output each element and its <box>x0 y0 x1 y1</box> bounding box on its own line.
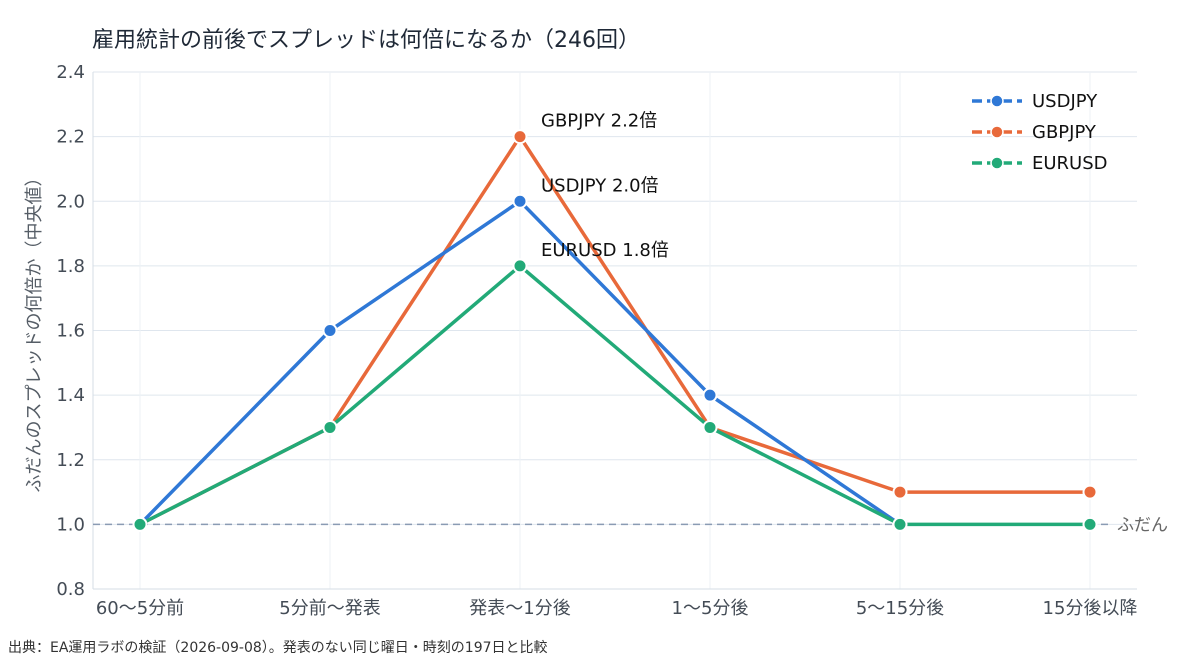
data-point-usdjpy <box>702 387 718 403</box>
data-point-eurusd <box>322 419 338 435</box>
chart-source-note: 出典：EA運用ラボの検証（2026-09-08）。発表のない同じ曜日・時刻の19… <box>8 640 548 656</box>
series-line-eurusd <box>138 264 1092 527</box>
x-tick-label: 5分前〜発表 <box>279 598 380 619</box>
data-point-eurusd <box>132 516 148 532</box>
y-tick-label: 1.4 <box>56 385 85 406</box>
legend-marker-eurusd <box>990 156 1004 170</box>
data-point-usdjpy <box>512 193 528 209</box>
data-point-usdjpy <box>322 323 338 338</box>
baseline-label: ふだん <box>1117 515 1168 535</box>
y-axis-title: ふだんのスプレッドの何倍か（中央値） <box>24 169 45 493</box>
data-point-eurusd <box>892 516 908 532</box>
y-tick-label: 1.8 <box>56 256 85 277</box>
annotation-label: USDJPY 2.0倍 <box>541 175 659 196</box>
data-point-eurusd <box>1082 516 1098 532</box>
y-tick-label: 1.0 <box>56 514 85 535</box>
y-tick-label: 1.2 <box>56 450 85 471</box>
x-tick-label: 1〜5分後 <box>672 598 749 619</box>
data-point-gbpjpy <box>1082 484 1098 500</box>
annotation-label: GBPJPY 2.2倍 <box>541 111 657 132</box>
y-tick-label: 2.2 <box>56 127 85 148</box>
annotation-label: EURUSD 1.8倍 <box>541 240 669 261</box>
data-point-eurusd <box>702 419 718 435</box>
x-tick-label: 発表〜1分後 <box>469 598 570 619</box>
y-tick-label: 0.8 <box>56 579 85 600</box>
x-tick-label: 5〜15分後 <box>856 598 944 619</box>
chart-title: 雇用統計の前後でスプレッドは何倍になるか（246回） <box>92 28 640 53</box>
y-tick-label: 2.4 <box>56 62 85 83</box>
legend-label-usdjpy: USDJPY <box>1032 91 1098 112</box>
data-point-gbpjpy <box>892 484 908 500</box>
legend-marker-usdjpy <box>990 94 1004 108</box>
data-point-eurusd <box>512 258 528 274</box>
x-tick-label: 60〜5分前 <box>96 598 184 619</box>
legend-label-eurusd: EURUSD <box>1032 153 1108 174</box>
y-tick-label: 1.6 <box>56 321 85 342</box>
legend-marker-gbpjpy <box>990 125 1004 139</box>
y-tick-label: 2.0 <box>56 191 85 212</box>
x-tick-label: 15分後以降 <box>1043 598 1138 619</box>
data-point-gbpjpy <box>512 129 528 145</box>
legend-label-gbpjpy: GBPJPY <box>1032 122 1097 143</box>
